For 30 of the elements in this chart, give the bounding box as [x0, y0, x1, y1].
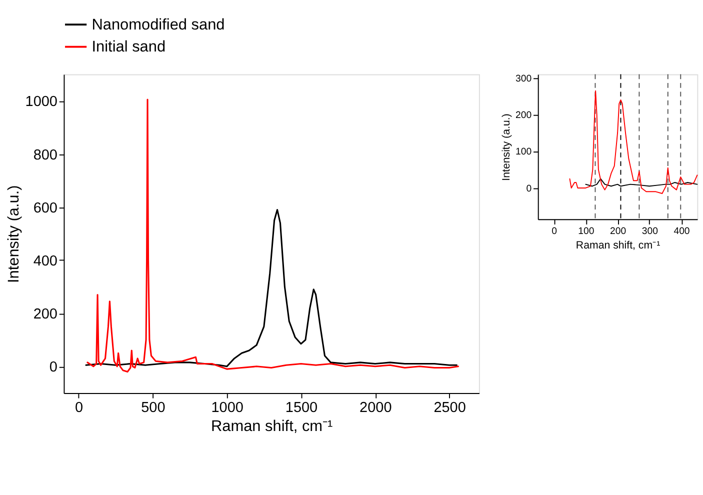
y-tick-label: 0	[49, 360, 58, 376]
line-series	[569, 90, 698, 194]
x-tick-label: 300	[642, 226, 658, 238]
x-tick-label: 1000	[211, 400, 244, 416]
y-axis-title: Intensity (a.u.)	[500, 114, 513, 181]
y-tick-label: 400	[33, 254, 58, 270]
y-tick-label: 1000	[25, 94, 58, 110]
x-axis-title: Raman shift, cm⁻¹	[210, 418, 333, 436]
legend-label: Initial sand	[92, 38, 166, 56]
x-tick-label: 2000	[360, 400, 392, 416]
x-tick-label: 2500	[434, 400, 466, 416]
y-tick-label: 200	[516, 110, 532, 122]
y-tick-label: 300	[516, 73, 532, 84]
x-tick-label: 500	[141, 400, 166, 416]
line-series	[85, 208, 458, 368]
y-axis-title: Intensity (a.u.)	[5, 185, 22, 284]
x-tick-label: 0	[75, 400, 84, 416]
x-tick-label: 200	[610, 226, 626, 238]
y-tick-label: 100	[516, 146, 532, 158]
x-tick-label: 0	[552, 226, 557, 238]
x-tick-label: 400	[674, 226, 690, 238]
y-tick-label: 600	[33, 200, 58, 216]
x-tick-label: 1500	[285, 400, 318, 416]
y-tick-label: 0	[526, 183, 532, 194]
line-series	[86, 98, 459, 373]
x-tick-label: 100	[578, 226, 594, 238]
y-tick-label: 200	[33, 306, 58, 323]
x-axis-title: Raman shift, cm⁻¹	[576, 240, 661, 252]
legend-label: Nanomodified sand	[92, 16, 225, 34]
y-tick-label: 800	[33, 147, 58, 164]
